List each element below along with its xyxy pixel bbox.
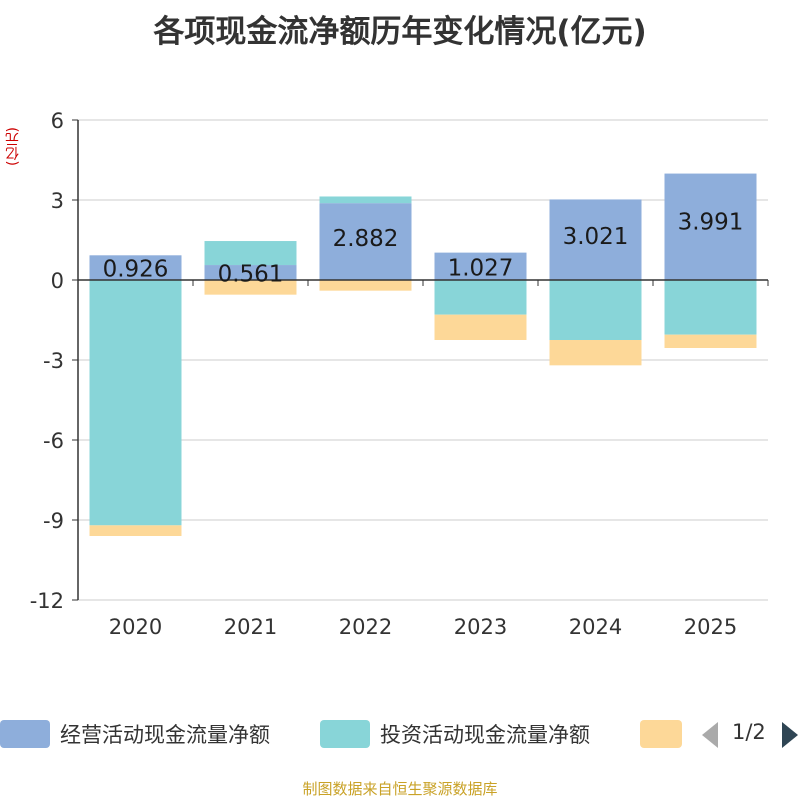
y-tick-label: 6 — [51, 109, 64, 133]
bar-operating-2020 — [89, 255, 182, 280]
y-tick-label: -3 — [43, 349, 64, 373]
legend-label-investing: 投资活动现金流量净额 — [380, 723, 590, 747]
x-tick-label: 2024 — [569, 615, 622, 639]
legend-page-indicator: 1/2 — [732, 720, 766, 744]
legend-item-operating[interactable]: 经营活动现金流量净额 — [0, 718, 270, 750]
chart-title: 各项现金流净额历年变化情况(亿元) — [153, 14, 647, 50]
legend-swatch-operating — [0, 720, 50, 748]
bar-investing-2025 — [664, 280, 757, 335]
x-tick-label: 2021 — [224, 615, 277, 639]
bar-operating-2022 — [319, 203, 412, 280]
x-tick-label: 2020 — [109, 615, 162, 639]
y-tick-label: 3 — [51, 189, 64, 213]
x-tick-label: 2025 — [684, 615, 737, 639]
legend-item-financing[interactable] — [640, 718, 682, 750]
bar-investing-2020 — [89, 280, 182, 526]
y-tick-label: 0 — [51, 269, 64, 293]
bar-investing-2024 — [549, 280, 642, 340]
bar-financing-2021 — [204, 280, 297, 295]
bar-investing-2023 — [434, 280, 527, 315]
legend-pager: 1/2 — [700, 718, 800, 752]
bar-investing-2022 — [319, 196, 412, 204]
data-label-2021: 0.561 — [218, 262, 284, 288]
bar-financing-2020 — [89, 525, 182, 536]
data-source-note: 制图数据来自恒生聚源数据库 — [302, 780, 498, 798]
y-tick-label: -6 — [43, 429, 64, 453]
y-tick-label: -9 — [43, 509, 64, 533]
x-tick-label: 2023 — [454, 615, 507, 639]
x-tick-label: 2022 — [339, 615, 392, 639]
legend-next-page-icon[interactable] — [782, 722, 798, 748]
bar-financing-2024 — [549, 340, 642, 366]
data-label-2022: 2.882 — [333, 226, 399, 252]
y-tick-label: -12 — [30, 589, 64, 613]
bar-financing-2022 — [319, 280, 412, 291]
bar-investing-2021 — [204, 241, 297, 266]
bar-operating-2023 — [434, 252, 527, 280]
data-label-2020: 0.926 — [103, 257, 169, 283]
legend-prev-page-icon[interactable] — [702, 722, 718, 748]
data-label-2025: 3.991 — [678, 209, 744, 235]
bar-financing-2023 — [434, 314, 527, 340]
legend-swatch-financing — [640, 720, 682, 748]
data-label-2024: 3.021 — [563, 224, 629, 250]
bar-operating-2021 — [204, 265, 297, 280]
bar-operating-2024 — [549, 199, 642, 280]
bar-operating-2025 — [664, 173, 757, 280]
bar-financing-2025 — [664, 334, 757, 348]
legend-item-investing[interactable]: 投资活动现金流量净额 — [320, 718, 590, 750]
legend-label-operating: 经营活动现金流量净额 — [60, 723, 270, 747]
legend-swatch-investing — [320, 720, 370, 748]
data-label-2023: 1.027 — [448, 255, 514, 281]
